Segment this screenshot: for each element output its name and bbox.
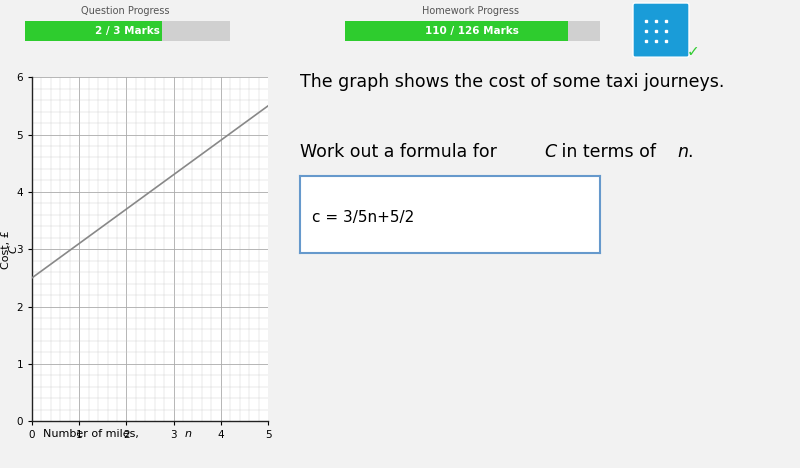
Text: .: . xyxy=(687,143,693,161)
Text: n: n xyxy=(678,143,689,161)
Bar xyxy=(25,21,162,41)
Bar xyxy=(345,21,568,41)
Bar xyxy=(25,21,230,41)
Text: c = 3/5n+5/2: c = 3/5n+5/2 xyxy=(312,211,414,226)
Text: Homework Progress: Homework Progress xyxy=(422,6,518,16)
Text: 110 / 126 Marks: 110 / 126 Marks xyxy=(425,26,519,36)
Text: C: C xyxy=(9,245,18,253)
FancyBboxPatch shape xyxy=(633,3,689,57)
Text: Number of miles,: Number of miles, xyxy=(42,429,142,439)
Text: The graph shows the cost of some taxi journeys.: The graph shows the cost of some taxi jo… xyxy=(300,73,724,90)
Text: ✓: ✓ xyxy=(686,44,699,58)
Text: Cost, £: Cost, £ xyxy=(2,230,11,269)
Text: n: n xyxy=(185,429,192,439)
Text: C: C xyxy=(544,143,556,161)
Text: Work out a formula for: Work out a formula for xyxy=(300,143,502,161)
Text: in terms of: in terms of xyxy=(556,143,662,161)
Text: Question Progress: Question Progress xyxy=(81,6,170,16)
Bar xyxy=(345,21,600,41)
Text: 2 / 3 Marks: 2 / 3 Marks xyxy=(94,26,159,36)
